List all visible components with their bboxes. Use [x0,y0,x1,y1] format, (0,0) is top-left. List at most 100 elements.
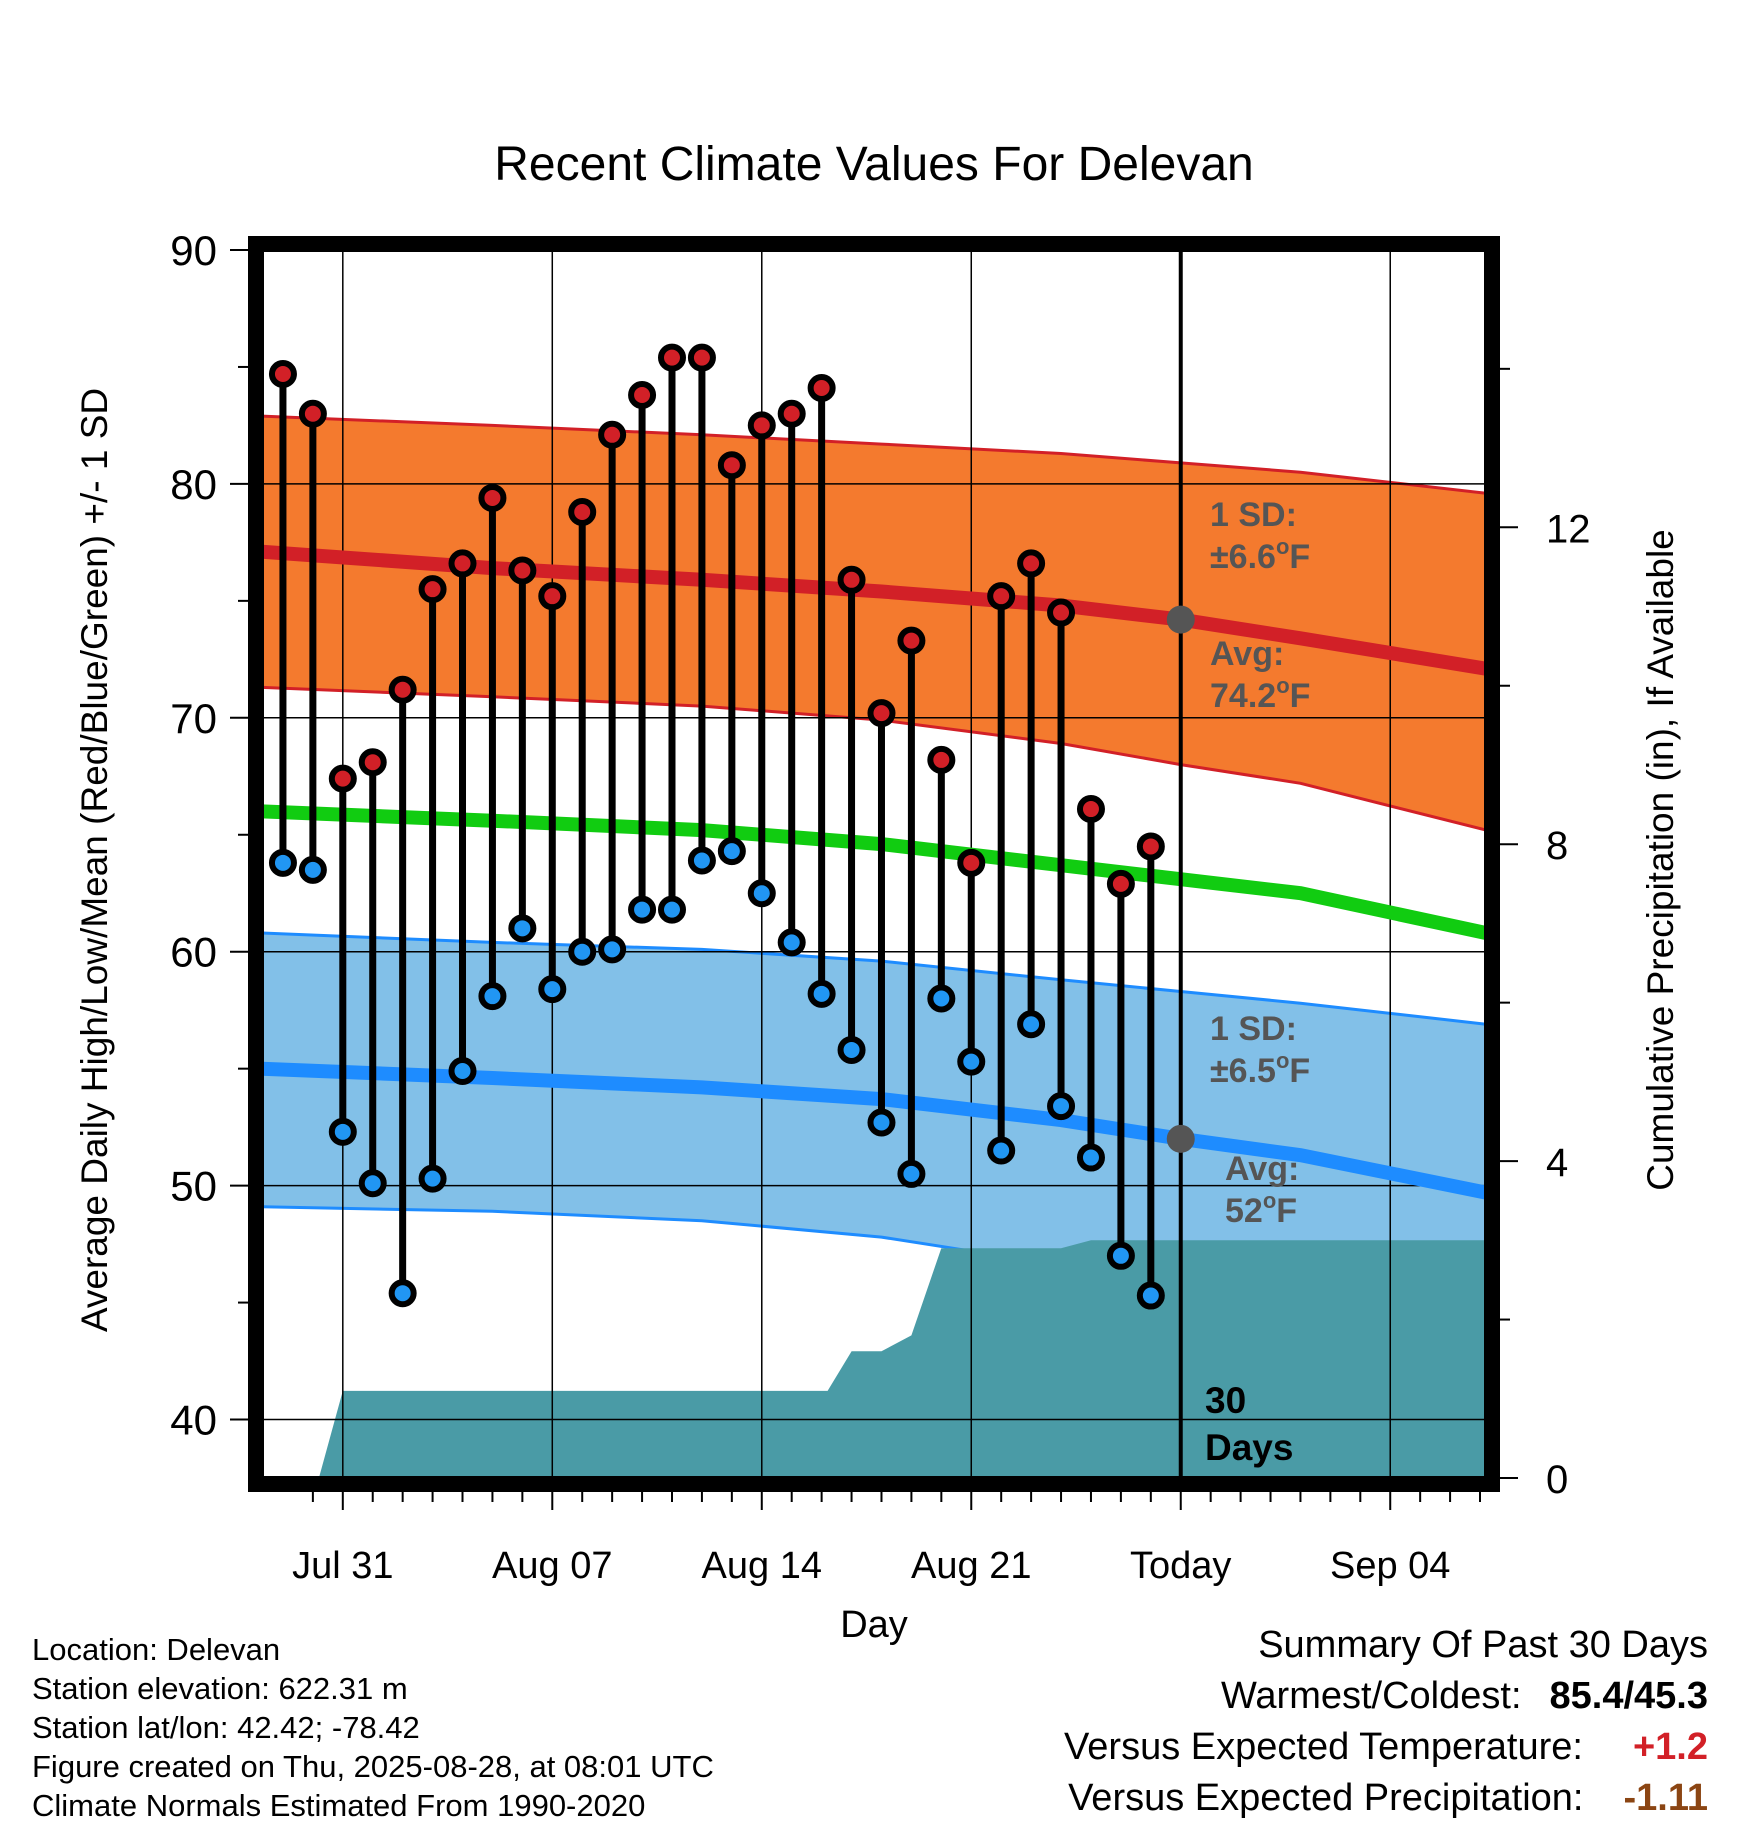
today-low-avg-dot [1166,1124,1195,1153]
observed-low-point [1106,1241,1135,1270]
y2-tick-label: 12 [1546,507,1591,551]
avg-low-line [262,1061,1486,1200]
observed-high-point [418,575,447,604]
observed-low-point [508,914,537,943]
observed-high-point [717,451,746,480]
observed-low-point [628,895,657,924]
high-sd-band [262,416,1486,831]
today-days-label: Days [1205,1427,1293,1468]
chart-title: Recent Climate Values For Delevan [494,138,1253,191]
temperature-label: Versus Expected Temperature: [1064,1726,1583,1768]
observed-low-point [598,935,627,964]
plot-content [262,250,1486,1478]
observed-low-point [957,1047,986,1076]
high-avg-unit: F [1290,677,1311,715]
metadata-created: Figure created on Thu, 2025-08-28, at 08… [32,1749,714,1784]
observed-high-point [1136,832,1165,861]
low-avg-number: 52 [1225,1192,1263,1230]
metadata-location: Location: Delevan [32,1632,281,1667]
plot-area [262,250,1486,1478]
observed-low-point [328,1117,357,1146]
observed-high-point [837,565,866,594]
observed-high-point [897,626,926,655]
x-axis-label: Day [840,1604,908,1646]
observed-low-point [927,984,956,1013]
observed-high-point [777,399,806,428]
high-sd-number: ±6.6 [1210,538,1276,576]
high-sd-value: ±6.6oF [1210,534,1310,576]
observed-high-point [927,745,956,774]
observed-high-point [298,399,327,428]
x-tick-label: Aug 14 [702,1545,822,1587]
observed-low-point [388,1279,417,1308]
warmest-coldest-value: 85.4/45.3 [1549,1675,1708,1717]
observed-high-point [568,497,597,526]
observed-high-point [657,343,686,372]
observed-high-point [747,411,776,440]
observed-low-point [777,928,806,957]
low-sd-label: 1 SD: [1210,1010,1297,1048]
observed-high-point [598,420,627,449]
plot-frame [248,236,1500,1492]
observed-low-point [747,879,776,908]
observed-low-point [448,1057,477,1086]
x-tick-label: Sep 04 [1330,1545,1450,1587]
summary-title: Summary Of Past 30 Days [1258,1624,1708,1666]
y-tick-label: 40 [170,1397,217,1444]
precipitation-label: Versus Expected Precipitation: [1068,1777,1584,1819]
avg-mean-line [262,804,1486,940]
observed-high-point [508,556,537,585]
observed-low-point [687,846,716,875]
observed-high-point [538,582,567,611]
metadata-latlon: Station lat/lon: 42.42; -78.42 [32,1710,420,1745]
high-sd-unit: F [1289,538,1310,576]
observed-low-point [298,855,327,884]
observed-low-point [568,937,597,966]
y-tick-label: 80 [170,461,217,508]
observed-low-point [268,848,297,877]
annotations: 1 SD: ±6.6oF Avg: 74.2oF 1 SD: ±6.5oF Av… [1205,496,1310,1468]
y2-tick-label: 4 [1546,1141,1568,1185]
high-sd-label: 1 SD: [1210,496,1297,534]
observed-low-point [717,837,746,866]
observed-high-point [328,764,357,793]
high-avg-label: Avg: [1210,635,1284,673]
observed-low-point [538,975,567,1004]
y2-tick-label: 8 [1546,824,1568,868]
observed-high-point [987,582,1016,611]
axes: 40 50 60 70 80 90 0 4 8 12 Jul 31 Aug 07 Aug 14 Aug 2… [170,227,1590,1587]
x-tick-label: Aug 07 [492,1545,612,1587]
observed-high-point [807,374,836,403]
observed-high-point [1106,869,1135,898]
x-tick-label: Today [1130,1545,1231,1587]
low-sd-unit: F [1289,1052,1310,1090]
observed-low-point [1136,1281,1165,1310]
today-high-avg-dot [1166,605,1195,634]
metadata-normals: Climate Normals Estimated From 1990-2020 [32,1788,646,1823]
metadata-elevation: Station elevation: 622.31 m [32,1671,408,1706]
low-avg-label: Avg: [1225,1150,1299,1188]
low-avg-unit: F [1276,1192,1297,1230]
high-avg-value: 74.2oF [1210,673,1310,715]
observed-low-point [897,1159,926,1188]
observed-low-point [1076,1143,1105,1172]
observed-low-point [418,1164,447,1193]
observed-high-point [1076,795,1105,824]
y2-tick-label: 0 [1546,1458,1568,1502]
low-sd-number: ±6.5 [1210,1052,1276,1090]
observed-high-point [867,699,896,728]
summary-precipitation: Versus Expected Precipitation: -1.11 [1068,1779,1708,1817]
y-axis-label: Average Daily High/Low/Mean (Red/Blue/Gr… [74,388,115,1332]
y-tick-label: 60 [170,929,217,976]
warmest-coldest-label: Warmest/Coldest: [1220,1675,1522,1717]
observed-high-point [1017,549,1046,578]
y-tick-label: 50 [170,1163,217,1210]
y2-axis-label: Cumulative Precipitation (in), If Availa… [1640,529,1681,1191]
observed-low-point [987,1136,1016,1165]
x-tick-label: Aug 21 [911,1545,1031,1587]
high-sd-degree: o [1276,534,1289,559]
observed-low-point [807,979,836,1008]
summary-temperature: Versus Expected Temperature: +1.2 [1064,1728,1708,1766]
observed-high-point [687,343,716,372]
observed-high-point [957,848,986,877]
